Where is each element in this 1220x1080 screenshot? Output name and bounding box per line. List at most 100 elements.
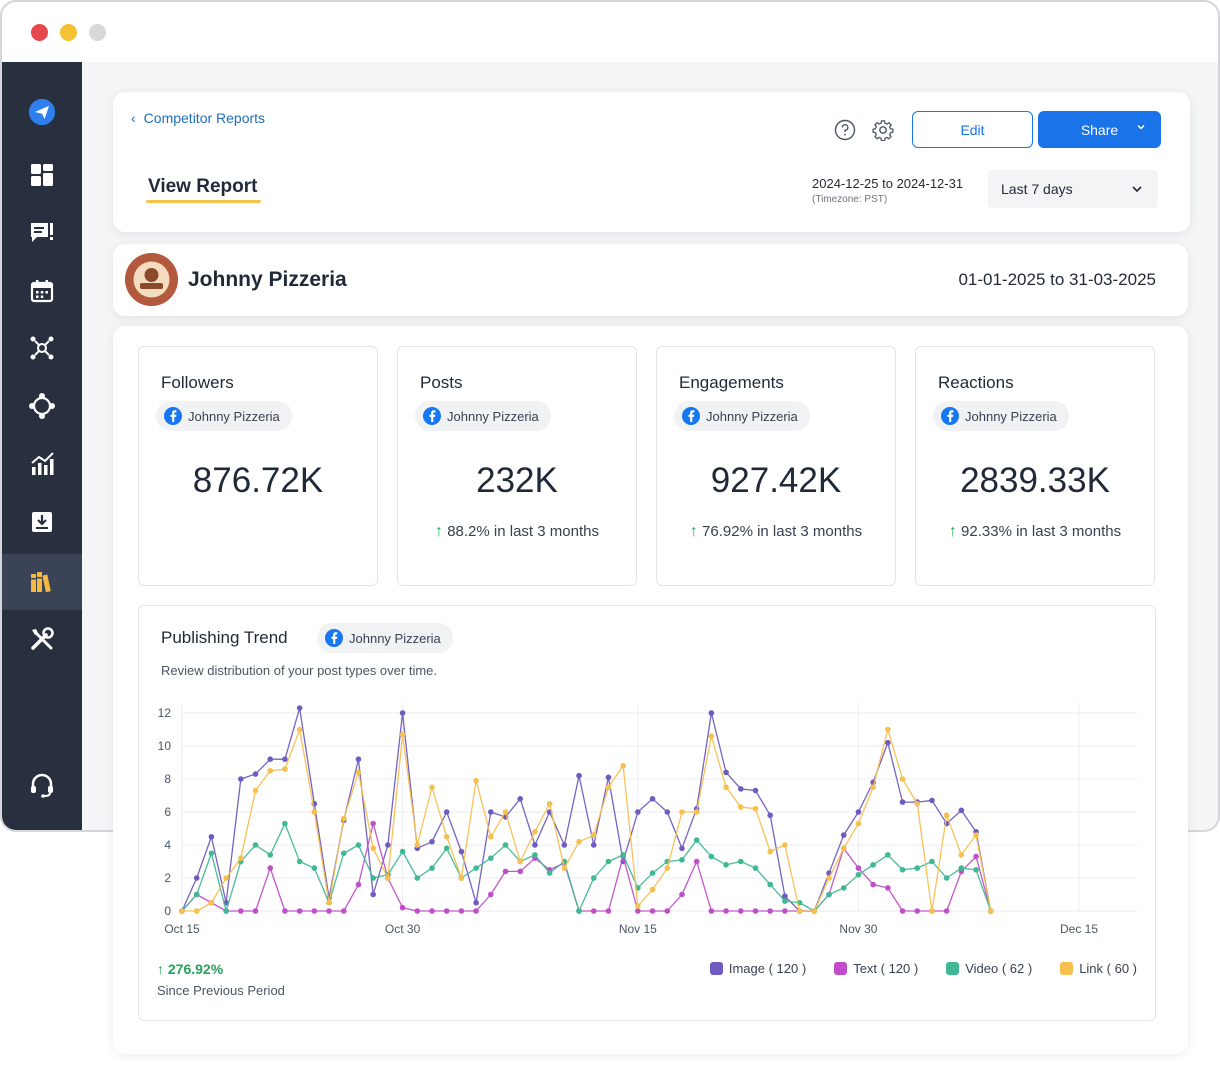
data-point-text <box>282 908 288 914</box>
data-point-image <box>488 809 494 815</box>
arrow-up-icon: ↑ <box>948 523 957 540</box>
account-name: Johnny Pizzeria <box>188 408 280 424</box>
close-window-button[interactable] <box>31 24 48 41</box>
data-point-video <box>973 866 979 873</box>
growth-value: 276.92% <box>167 961 224 977</box>
data-point-image <box>267 756 274 762</box>
timezone-label: (Timezone: PST) <box>812 194 888 205</box>
data-point-video <box>370 875 376 881</box>
x-tick-label: Oct 30 <box>385 922 421 936</box>
data-point-image <box>782 893 788 899</box>
data-point-image <box>561 842 568 848</box>
data-point-link <box>561 865 568 871</box>
data-point-text <box>635 908 641 914</box>
back-link[interactable]: ‹ Competitor Reports <box>131 110 265 126</box>
data-point-video <box>693 837 700 843</box>
data-point-video <box>929 858 935 865</box>
data-point-text <box>855 865 862 871</box>
report-date-range: 2024-12-25 to 2024-12-31 <box>812 176 964 191</box>
publishing-trend-card: Publishing Trend Johnny Pizzeria Review … <box>138 605 1156 1021</box>
series-line-link <box>182 728 992 912</box>
data-point-link <box>840 845 847 852</box>
account-chip: Johnny Pizzeria <box>317 623 453 653</box>
data-point-link <box>473 777 479 784</box>
sidebar-item-library[interactable] <box>2 554 82 610</box>
account-chip: Johnny Pizzeria <box>674 401 810 431</box>
legend-item-text[interactable]: Text ( 120 ) <box>834 961 918 976</box>
data-point-link <box>179 908 185 914</box>
sidebar-item-downloads[interactable] <box>2 494 82 550</box>
stat-value: 2839.33K <box>960 461 1110 500</box>
data-point-link <box>796 908 803 914</box>
calendar-icon <box>30 280 54 303</box>
share-button[interactable]: Share <box>1038 111 1161 148</box>
data-point-text <box>649 908 656 914</box>
legend-swatch <box>709 962 723 975</box>
data-point-link <box>252 787 259 794</box>
sidebar-item-engage[interactable] <box>2 378 82 434</box>
sidebar-item-analytics[interactable] <box>2 436 82 492</box>
data-point-text <box>737 908 744 914</box>
legend-item-video[interactable]: Video ( 62 ) <box>946 961 1032 976</box>
settings-button[interactable] <box>871 118 895 142</box>
legend-item-link[interactable]: Link ( 60 ) <box>1060 961 1137 976</box>
sidebar <box>2 62 82 830</box>
data-point-video <box>282 820 288 827</box>
data-point-video <box>546 870 553 876</box>
data-point-text <box>473 908 479 914</box>
data-point-image <box>723 769 729 776</box>
data-point-text <box>767 908 773 914</box>
competitor-date-range: 01-01-2025 to 31-03-2025 <box>958 270 1156 289</box>
legend-label: Video ( 62 ) <box>965 961 1033 976</box>
stat-title: Followers <box>161 373 234 392</box>
sidebar-item-calendar[interactable] <box>2 263 82 319</box>
sidebar-item-support[interactable] <box>2 757 82 813</box>
arrow-up-icon: ↑ <box>435 523 444 540</box>
sidebar-item-inbox[interactable] <box>2 205 82 261</box>
report-body: Followers Johnny Pizzeria 876.72K Posts … <box>113 326 1188 1054</box>
help-button[interactable] <box>833 118 857 142</box>
legend-label: Image ( 120 ) <box>728 961 807 976</box>
period-select[interactable]: Last 7 days <box>988 170 1158 208</box>
data-point-video <box>223 908 229 914</box>
data-point-image <box>664 809 671 815</box>
data-point-text <box>502 868 509 875</box>
account-name: Johnny Pizzeria <box>447 408 539 424</box>
legend-item-image[interactable]: Image ( 120 ) <box>709 961 807 976</box>
legend-label: Text ( 120 ) <box>853 961 919 976</box>
y-tick-label: 0 <box>164 904 171 918</box>
data-point-link <box>973 832 979 838</box>
edit-button[interactable]: Edit <box>912 111 1033 148</box>
x-tick-label: Oct 15 <box>164 922 200 936</box>
minimize-window-button[interactable] <box>60 24 77 41</box>
data-point-text <box>326 908 332 914</box>
data-point-text <box>943 908 950 914</box>
data-point-link <box>208 899 215 906</box>
data-point-text <box>870 881 876 888</box>
account-chip: Johnny Pizzeria <box>415 401 551 431</box>
data-point-image <box>899 799 906 805</box>
data-point-text <box>267 865 274 871</box>
send-icon <box>28 98 56 126</box>
maximize-window-button[interactable] <box>89 24 106 41</box>
sidebar-item-publish[interactable] <box>2 84 82 140</box>
data-point-image <box>929 797 935 804</box>
data-point-video <box>414 875 421 881</box>
data-point-link <box>517 858 524 865</box>
data-point-link <box>458 875 465 881</box>
data-point-image <box>473 899 479 906</box>
data-point-image <box>767 812 773 819</box>
data-point-link <box>635 903 641 909</box>
data-point-text <box>252 908 259 914</box>
legend-swatch <box>1060 962 1074 975</box>
sidebar-item-social[interactable] <box>2 320 82 376</box>
data-point-video <box>826 891 832 898</box>
period-select-value: Last 7 days <box>1001 181 1073 197</box>
sidebar-item-dashboard[interactable] <box>2 147 82 203</box>
data-point-text <box>238 908 244 914</box>
sidebar-item-tools[interactable] <box>2 611 82 667</box>
data-point-link <box>987 908 994 914</box>
library-icon <box>31 572 51 593</box>
data-point-text <box>488 891 494 898</box>
chevron-left-icon: ‹ <box>131 110 136 126</box>
